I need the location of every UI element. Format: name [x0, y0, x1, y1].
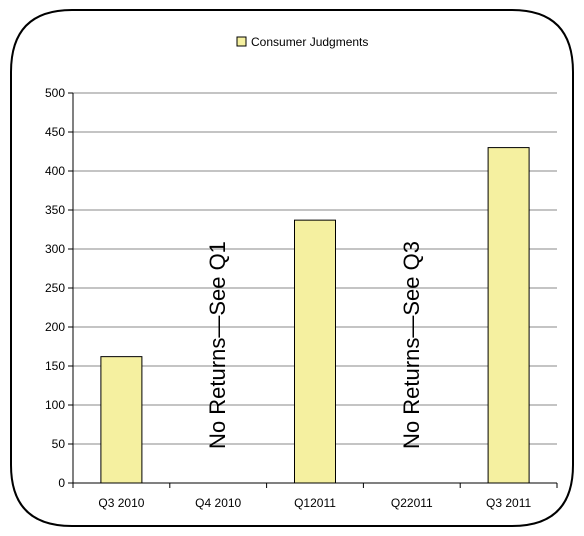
y-tick-label: 300 — [45, 242, 65, 256]
y-tick-labels: 0 50 100 150 200 250 300 350 400 450 500 — [45, 86, 73, 490]
annotation-label: No Returns—See Q3 — [399, 241, 424, 449]
annotation-label: No Returns—See Q1 — [205, 241, 230, 449]
annotations: No Returns—See Q1 No Returns—See Q3 — [205, 241, 424, 449]
y-tick-label: 400 — [45, 164, 65, 178]
bar — [294, 219, 336, 484]
bar — [487, 147, 530, 484]
legend: Consumer Judgments — [236, 35, 368, 49]
y-tick-label: 150 — [45, 359, 65, 373]
legend-label: Consumer Judgments — [251, 35, 368, 49]
chart-frame — [10, 9, 574, 527]
y-tick-label: 100 — [45, 398, 65, 412]
x-tick-label: Q12011 — [294, 496, 336, 510]
y-tick-label: 350 — [45, 203, 65, 217]
y-tick-label: 50 — [52, 437, 66, 451]
y-tick-label: 200 — [45, 320, 65, 334]
x-tick-label: Q22011 — [391, 496, 433, 510]
bars — [100, 147, 530, 484]
x-tick-label: Q3 2011 — [486, 496, 531, 510]
x-tick-labels: Q3 2010 Q4 2010 Q12011 Q22011 Q3 2011 — [98, 496, 531, 510]
y-tick-label: 450 — [45, 125, 65, 139]
x-tick-label: Q4 2010 — [195, 496, 241, 510]
y-tick-label: 250 — [45, 281, 65, 295]
y-tick-label: 500 — [45, 86, 65, 100]
bar — [100, 356, 143, 484]
legend-swatch — [236, 36, 247, 47]
x-tick-label: Q3 2010 — [98, 496, 144, 510]
y-tick-label: 0 — [58, 476, 65, 490]
